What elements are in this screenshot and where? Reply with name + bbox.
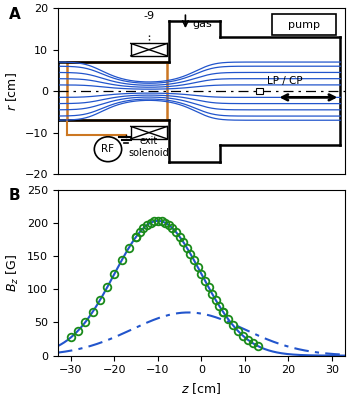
Text: RF: RF: [102, 144, 114, 154]
Y-axis label: $B_z$ [G]: $B_z$ [G]: [5, 254, 22, 292]
Bar: [256, 88, 263, 94]
Bar: [272, 14, 336, 35]
Text: exit
solenoid: exit solenoid: [128, 136, 169, 158]
Bar: [131, 126, 167, 139]
Text: pump: pump: [288, 20, 320, 30]
X-axis label: $z$ [cm]: $z$ [cm]: [181, 381, 222, 396]
Text: LP / CP: LP / CP: [267, 76, 303, 86]
Text: -9: -9: [143, 11, 155, 21]
Bar: [131, 44, 167, 56]
Text: gas: gas: [192, 18, 212, 28]
Y-axis label: $r$ [cm]: $r$ [cm]: [4, 72, 19, 110]
Bar: [67, 62, 167, 120]
Text: A: A: [9, 6, 21, 22]
Circle shape: [94, 137, 122, 162]
Text: B: B: [9, 188, 21, 203]
